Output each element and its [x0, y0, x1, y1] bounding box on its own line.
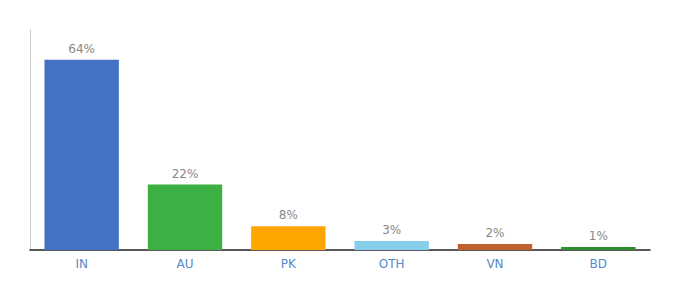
svg-text:OTH: OTH: [379, 257, 405, 271]
svg-text:BD: BD: [590, 257, 607, 271]
svg-text:IN: IN: [75, 257, 88, 271]
svg-text:2%: 2%: [485, 226, 504, 240]
svg-text:8%: 8%: [279, 208, 298, 222]
svg-text:VN: VN: [486, 257, 503, 271]
svg-text:3%: 3%: [382, 223, 401, 237]
svg-text:22%: 22%: [172, 167, 199, 181]
svg-text:64%: 64%: [68, 42, 95, 56]
svg-text:PK: PK: [281, 257, 297, 271]
svg-text:1%: 1%: [589, 229, 608, 243]
svg-text:AU: AU: [177, 257, 194, 271]
